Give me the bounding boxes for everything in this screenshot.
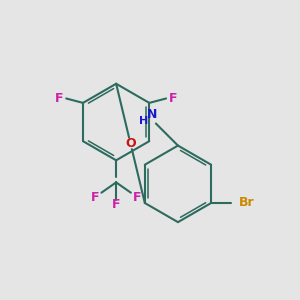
Text: F: F <box>55 92 64 105</box>
Text: O: O <box>125 137 136 150</box>
Text: F: F <box>133 190 141 204</box>
Text: H: H <box>140 116 149 126</box>
Text: F: F <box>91 190 100 204</box>
Text: F: F <box>169 92 177 105</box>
Text: F: F <box>112 198 120 211</box>
Text: Br: Br <box>239 196 255 209</box>
Text: N: N <box>147 108 158 121</box>
